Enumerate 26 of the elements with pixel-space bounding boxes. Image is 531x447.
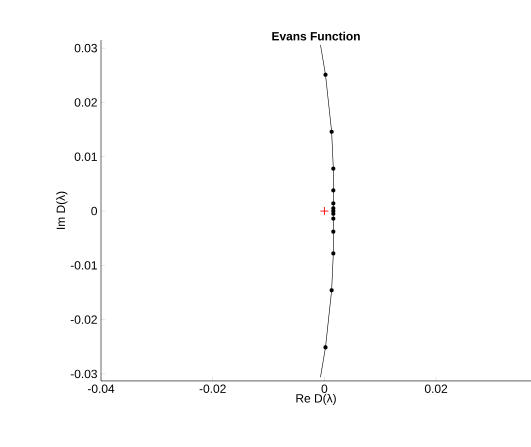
point (331, 166, 336, 171)
y-tick-label: -0.02 (70, 315, 97, 324)
point (331, 216, 336, 221)
point (330, 130, 334, 134)
x-tick-label: 0 (322, 384, 328, 393)
y-tick-label: 0.03 (74, 44, 97, 52)
y-tick-label: 0 (91, 206, 98, 216)
y-tick-label: -0.01 (70, 261, 97, 270)
point (331, 188, 336, 192)
point (331, 230, 336, 234)
y-tick-label: 0.01 (74, 152, 97, 161)
point (323, 72, 328, 77)
chart-title: Evans Function (272, 32, 360, 40)
y-tick-label: -0.03 (70, 370, 97, 378)
point (323, 345, 328, 350)
y-axis-title: Im D(λ) (56, 192, 68, 229)
point (320, 206, 329, 216)
x-tick-label: 0.02 (424, 384, 448, 393)
point (331, 201, 336, 206)
point (331, 251, 336, 256)
x-axis-title: Re D(λ) (296, 394, 336, 405)
point (331, 212, 336, 216)
x-tick-label: -0.02 (200, 384, 226, 393)
point (330, 288, 334, 292)
y-tick-label: 0.02 (74, 98, 97, 107)
x-tick-label: -0.04 (88, 384, 114, 393)
